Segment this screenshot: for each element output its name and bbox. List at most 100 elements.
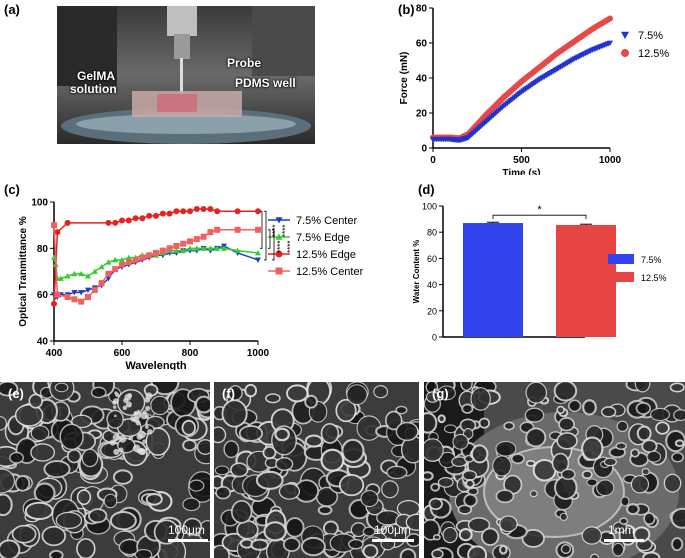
sem-pore <box>425 391 440 403</box>
data-point <box>187 208 193 215</box>
significance-label: * <box>537 204 542 216</box>
sem-pore <box>646 450 662 463</box>
sem-pore <box>395 421 419 442</box>
data-point <box>105 270 112 277</box>
sem-pore <box>525 382 548 404</box>
sem-pore <box>559 512 568 521</box>
sem-pore <box>432 534 441 541</box>
sem-pore <box>322 520 339 536</box>
sem-pore <box>619 517 629 525</box>
data-point <box>112 266 119 273</box>
sem-pore <box>182 439 197 452</box>
sem-pore <box>603 457 617 467</box>
sem-pore <box>465 478 475 489</box>
y-tick-label: 60 <box>37 290 49 301</box>
sem-pore <box>558 417 575 432</box>
data-point <box>234 226 241 233</box>
sem-pore <box>263 521 287 542</box>
sem-pore <box>581 526 602 545</box>
setup-photo-drawing <box>57 6 315 144</box>
sem-pore <box>596 479 615 497</box>
x-tick-label: 600 <box>114 348 131 359</box>
data-point <box>193 205 200 212</box>
data-point <box>51 300 57 307</box>
y-tick-label: 40 <box>427 280 437 290</box>
scalebar-label-e: 100μm <box>168 523 205 537</box>
sem-pore <box>600 406 617 418</box>
sem-pore <box>320 423 340 444</box>
sem-pore <box>554 475 578 500</box>
legend-label: 7.5% <box>641 255 662 265</box>
sem-pore <box>499 515 518 533</box>
data-point <box>146 212 153 219</box>
sem-pore <box>620 496 630 507</box>
sem-debris <box>123 397 129 404</box>
sem-pore <box>9 451 24 464</box>
data-point <box>105 259 112 265</box>
sem-texture-e <box>0 382 210 558</box>
sem-debris <box>147 429 153 435</box>
x-axis-label: Time (s) <box>502 168 540 175</box>
sem-pore <box>71 414 93 429</box>
data-point <box>71 270 78 277</box>
x-axis-label: Wavelength <box>125 360 187 370</box>
data-point <box>112 256 119 263</box>
series-line <box>53 208 258 304</box>
sem-pore <box>581 436 604 461</box>
sem-pore <box>478 417 491 429</box>
sem-pore <box>112 469 133 485</box>
sem-pore <box>59 423 84 451</box>
data-point <box>85 287 91 294</box>
data-point <box>98 263 105 270</box>
data-point <box>91 268 98 274</box>
sem-pore <box>457 504 473 515</box>
data-point <box>200 233 207 240</box>
sem-pore <box>424 471 434 481</box>
data-point <box>85 293 91 300</box>
sem-pore <box>431 549 444 558</box>
sem-texture-g <box>424 382 685 558</box>
sem-debris <box>135 420 141 426</box>
sem-pore <box>673 409 685 422</box>
significance-bracket <box>268 229 271 249</box>
annotation-pdms: PDMS well <box>235 76 296 90</box>
sem-pore <box>461 403 474 414</box>
sem-pore <box>430 482 441 492</box>
sem-pore <box>304 394 318 409</box>
sem-pore <box>442 526 458 544</box>
sem-pore <box>641 468 650 476</box>
sem-pore <box>221 399 248 428</box>
sem-pore <box>182 517 203 536</box>
data-point <box>180 247 187 254</box>
annotation-gelma: GelMA <box>77 69 116 83</box>
data-point <box>255 226 261 233</box>
sem-pore <box>556 405 565 415</box>
data-point <box>180 240 187 247</box>
data-point <box>85 273 91 279</box>
sem-pore <box>386 465 408 480</box>
data-point <box>173 208 180 215</box>
significance-label: **** <box>286 241 295 253</box>
sem-pore <box>317 505 333 516</box>
legend-marker <box>275 250 283 258</box>
data-point <box>51 222 57 229</box>
sem-pore <box>150 382 180 396</box>
sem-pore <box>630 475 650 494</box>
sem-pore <box>230 462 249 478</box>
sem-pore <box>360 490 379 508</box>
x-tick-label: 0 <box>430 155 436 166</box>
sem-pore <box>467 545 488 558</box>
legend-label: 12.5% Edge <box>296 249 356 261</box>
data-point <box>146 252 153 259</box>
sem-pore <box>238 425 264 442</box>
data-point <box>125 217 132 224</box>
sem-pore <box>278 483 301 500</box>
sem-pore <box>460 382 473 391</box>
sem-pore <box>0 539 21 558</box>
series-12.5% <box>430 15 613 142</box>
data-point <box>207 229 214 236</box>
sem-pore <box>529 490 538 498</box>
series-line <box>53 225 258 303</box>
sem-pore <box>551 452 570 474</box>
data-point <box>255 257 261 263</box>
